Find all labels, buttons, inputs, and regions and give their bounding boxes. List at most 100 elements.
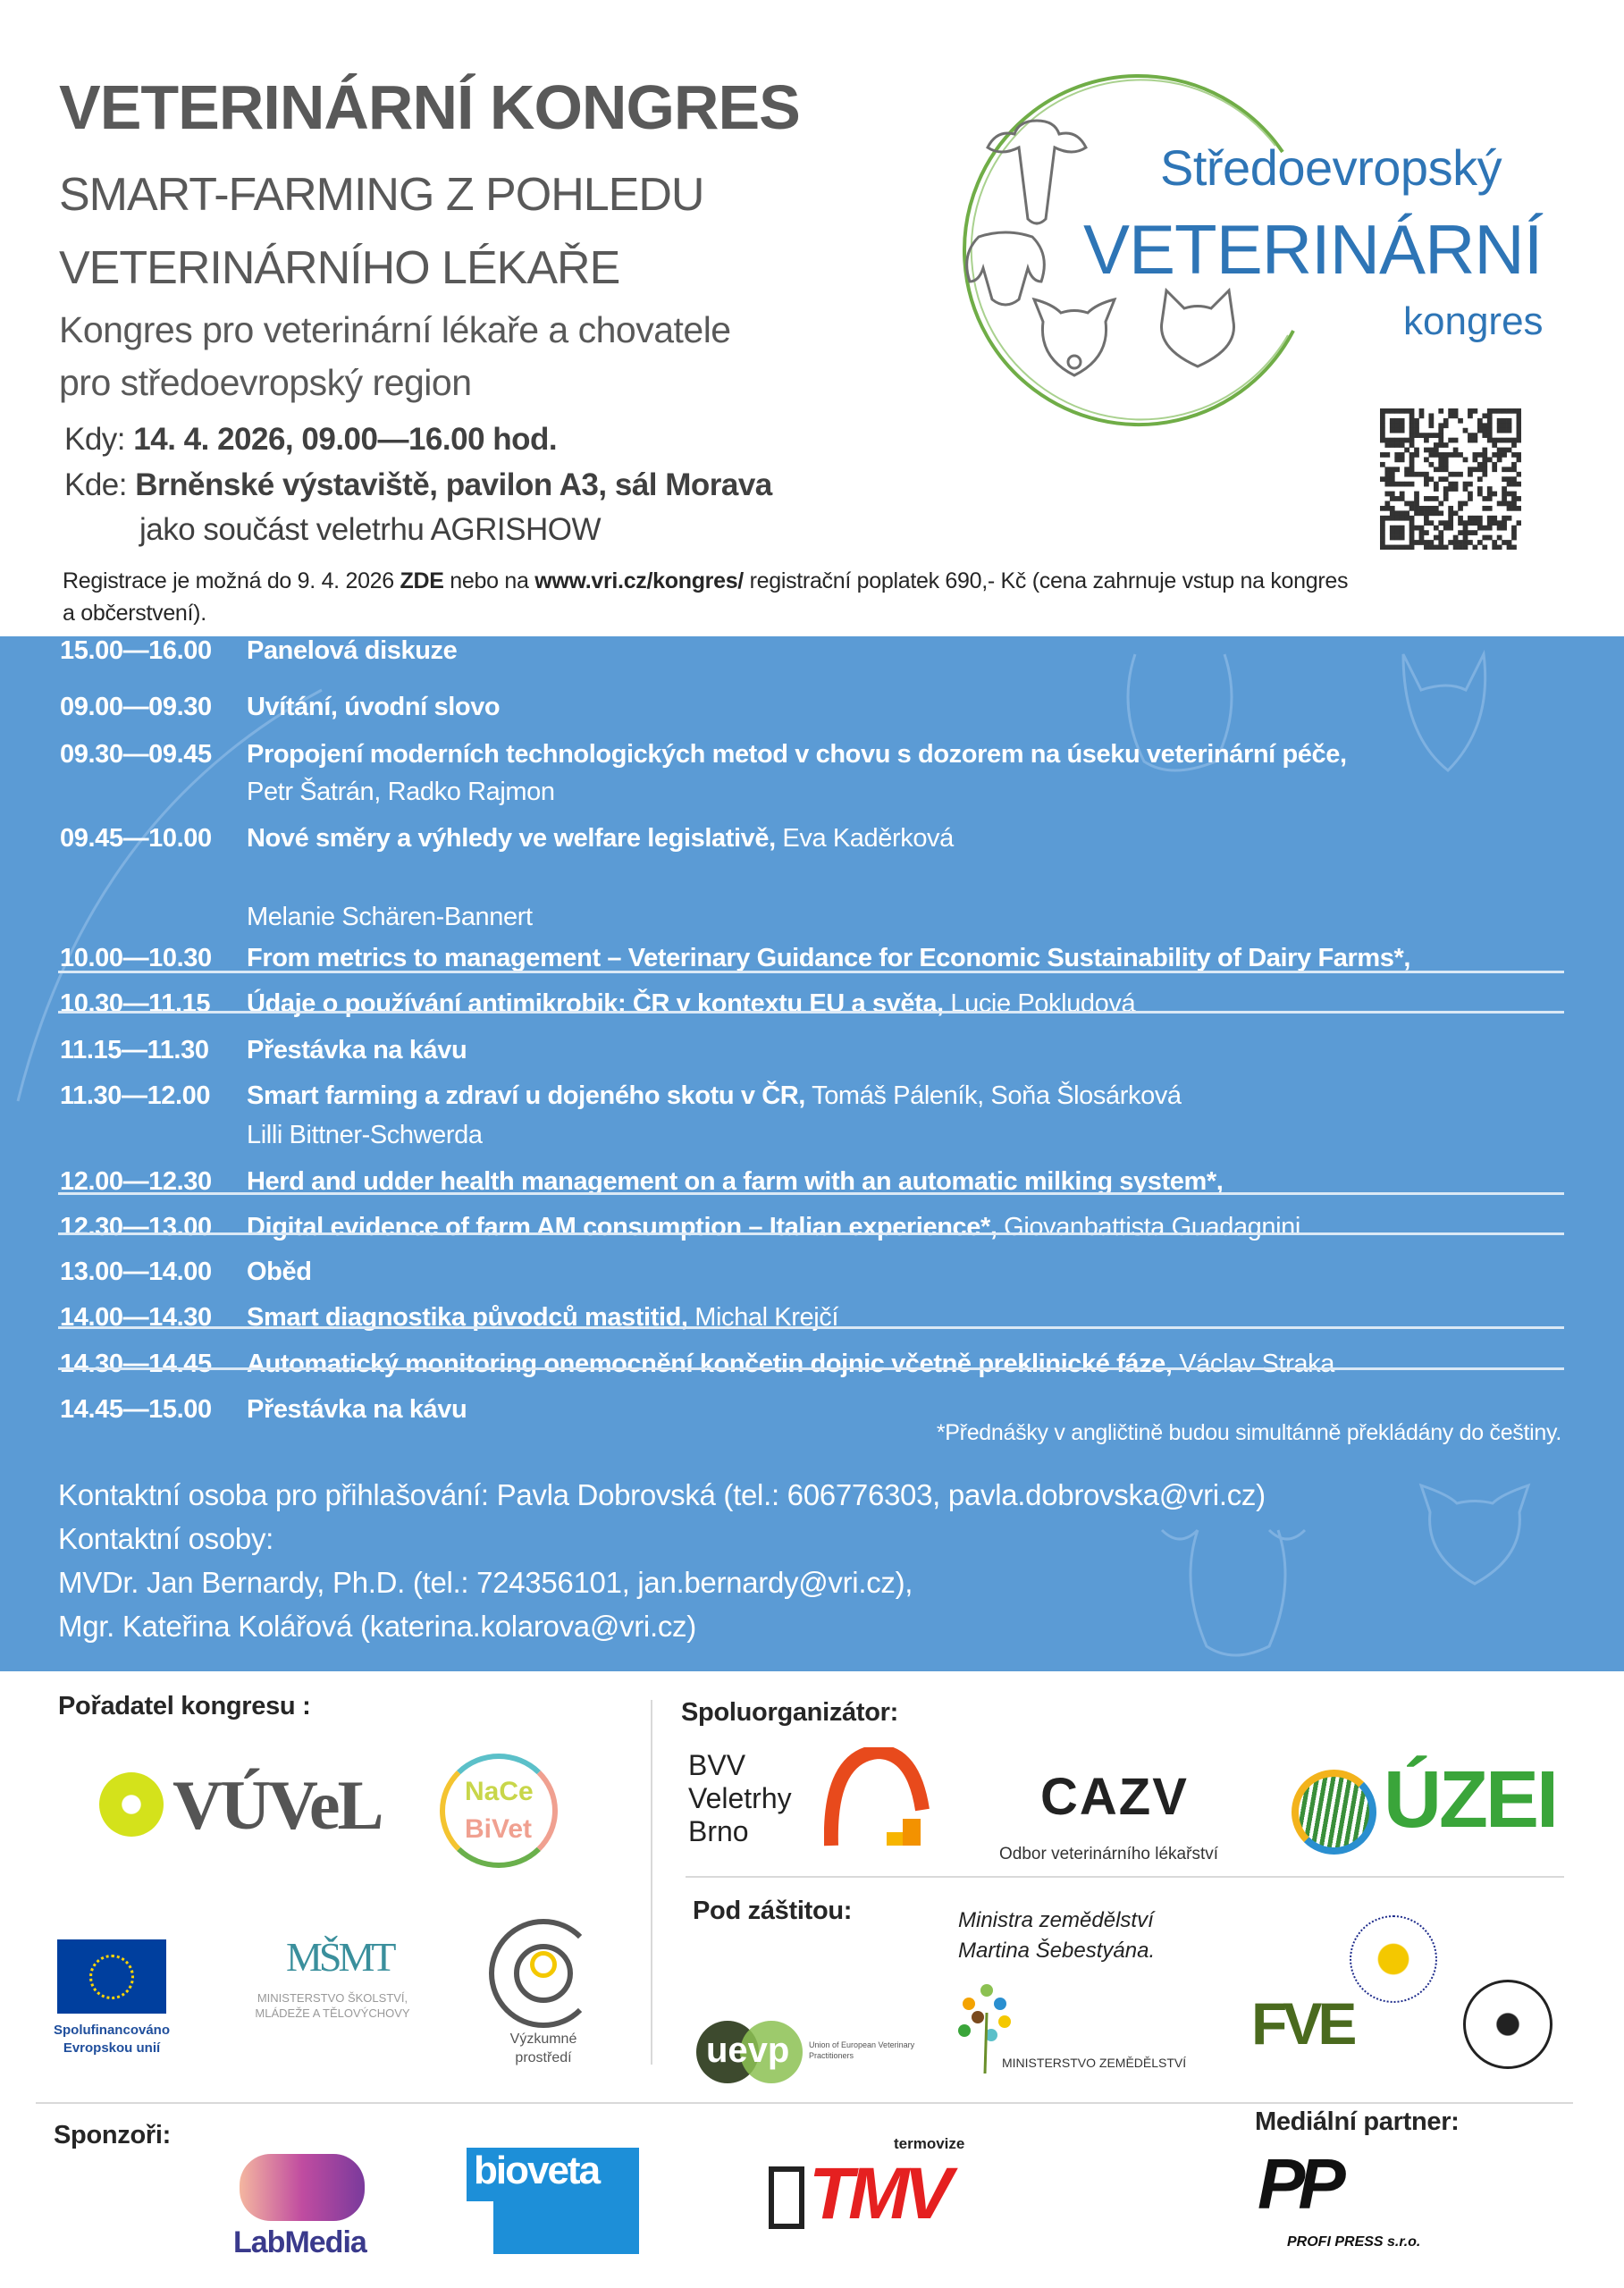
program-time: 11.30—12.00 bbox=[60, 1081, 211, 1110]
bvv-logo: BVV Veletrhy Brno bbox=[688, 1749, 792, 1848]
patronage-heading: Pod záštitou: bbox=[693, 1897, 853, 1925]
when-info: Kdy: 14. 4. 2026, 09.00—16.00 hod. bbox=[64, 422, 558, 458]
program-item: 09.00—09.30 Uvítání, úvodní slovo bbox=[60, 693, 501, 722]
minister-patronage: Ministra zemědělství Martina Šebestyána. bbox=[958, 1905, 1155, 1966]
program-time: 15.00—16.00 bbox=[60, 636, 212, 665]
organizer-heading: Pořadatel kongresu : bbox=[58, 1692, 311, 1720]
program-title: Smart farming a zdraví u dojeného skotu … bbox=[247, 1081, 805, 1110]
program-time: 12.30—13.00 bbox=[60, 1213, 212, 1241]
media-partner-heading: Mediální partner: bbox=[1255, 2107, 1460, 2136]
uevp-logo: uevp bbox=[706, 2031, 790, 2070]
bioveta-text: bioveta bbox=[474, 2149, 601, 2192]
zde-link[interactable]: ZDE bbox=[400, 568, 444, 593]
qr-code[interactable] bbox=[1380, 408, 1521, 550]
program-title: Údaje o používání antimikrobik: ČR v kon… bbox=[247, 989, 944, 1018]
program-title: Přestávka na kávu bbox=[247, 1036, 467, 1064]
program-item: 09.30—09.45 Propojení moderních technolog… bbox=[60, 740, 1347, 770]
program-title: Propojení moderních technologických meto… bbox=[247, 740, 1347, 769]
program-speaker-line: Melanie Schären-Bannert bbox=[247, 903, 533, 931]
reg-text: registrační poplatek 690,- Kč (cena zahr… bbox=[743, 568, 1349, 593]
lead-line-2: pro středoevropský region bbox=[59, 362, 472, 403]
pig-icon bbox=[1031, 297, 1117, 377]
cazv-logo: CAZV bbox=[1040, 1768, 1189, 1826]
logo-line-3: kongres bbox=[1403, 299, 1544, 343]
msmt-text: MINISTERSTVO ŠKOLSTVÍ, MLÁDEŽE A TĚLOVÝC… bbox=[255, 1991, 410, 2020]
registration-line-1: Registrace je možná do 9. 4. 2026 ZDE ne… bbox=[63, 568, 1349, 594]
program-title: Digital evidence of farm AM consumption … bbox=[247, 1213, 997, 1241]
program-time: 14.30—14.45 bbox=[60, 1350, 212, 1378]
logo-line-1: Středoevropský bbox=[1160, 139, 1502, 196]
lead-line-1: Kongres pro veterinární lékaře a chovate… bbox=[59, 309, 731, 350]
program-item: 14.45—15.00 Přestávka na kávu bbox=[60, 1395, 467, 1425]
profipress-logo-icon: PP bbox=[1258, 2144, 1346, 2224]
program-title: From metrics to management – Veterinary … bbox=[247, 944, 1411, 972]
minister-line: Ministra zemědělství bbox=[958, 1908, 1154, 1932]
program-time: 11.15—11.30 bbox=[60, 1036, 209, 1064]
program-time: 13.00—14.00 bbox=[60, 1258, 212, 1286]
program-section: 09.00—09.30 Uvítání, úvodní slovo 09.30—09… bbox=[0, 636, 1624, 1671]
program-title: Herd and udder health management on a fa… bbox=[247, 1167, 1224, 1196]
program-title: Uvítání, úvodní slovo bbox=[247, 693, 501, 721]
bvv-arc-icon bbox=[824, 1747, 930, 1846]
program-time: 14.45—15.00 bbox=[60, 1395, 212, 1424]
msmt-logo: MŠMT bbox=[286, 1934, 397, 1980]
animal-watermark-icon bbox=[16, 649, 1531, 1657]
program-separator bbox=[58, 1192, 1564, 1195]
page-title: VETERINÁRNÍ KONGRES bbox=[59, 72, 801, 142]
registration-url-link[interactable]: www.vri.cz/kongres/ bbox=[534, 568, 744, 593]
when-value: 14. 4. 2026, 09.00—16.00 hod. bbox=[133, 422, 558, 457]
program-speaker-line: Petr Šatrán, Radko Rajmon bbox=[247, 778, 555, 806]
when-label: Kdy: bbox=[64, 422, 126, 457]
czech-vet-chamber-logo bbox=[1350, 1915, 1437, 2003]
uzei-logo: ÚZEI bbox=[1384, 1755, 1559, 1845]
program-title: Přestávka na kávu bbox=[247, 1395, 467, 1424]
program-separator bbox=[58, 1367, 1564, 1370]
program-item: 10.00—10.30 From metrics to management – … bbox=[60, 944, 1410, 973]
program-speaker: Václav Straka bbox=[1172, 1350, 1334, 1378]
program-item: 11.30—12.00 Smart farming a zdraví u doje… bbox=[60, 1081, 1182, 1111]
program-separator bbox=[58, 971, 1564, 973]
contact-kolarova: Mgr. Kateřina Kolářová (katerina.kolarov… bbox=[58, 1610, 696, 1643]
profipress-logo: PROFI PRESS s.r.o. bbox=[1287, 2234, 1421, 2250]
program-item: 11.15—11.30 Přestávka na kávu bbox=[60, 1036, 467, 1065]
divider bbox=[36, 2102, 1573, 2104]
bvv-line: Veletrhy bbox=[688, 1782, 792, 1814]
contact-heading: Kontaktní osoby: bbox=[58, 1522, 274, 1555]
slovak-vet-chamber-logo bbox=[1463, 1980, 1552, 2069]
contact-bernardy: MVDr. Jan Bernardy, Ph.D. (tel.: 7243561… bbox=[58, 1566, 913, 1599]
eu-flag-icon bbox=[57, 1939, 166, 2014]
program-speaker: Lucie Pokludová bbox=[943, 989, 1136, 1018]
program-item: 14.30—14.45 Automatický monitoring onemoc… bbox=[60, 1350, 1334, 1379]
contact-registration: Kontaktní osoba pro přihlašování: Pavla … bbox=[58, 1478, 1266, 1511]
congress-logo-ring bbox=[963, 74, 1295, 426]
labmedia-logo: LabMedia bbox=[233, 2225, 367, 2259]
coorganizer-heading: Spoluorganizátor: bbox=[681, 1698, 899, 1727]
tmv-logo-icon bbox=[769, 2166, 804, 2229]
program-title: Automatický monitoring onemocnění končet… bbox=[247, 1350, 1173, 1378]
subtitle-line-1: SMART-FARMING Z POHLEDU bbox=[59, 169, 704, 221]
program-item: 12.30—13.00 Digital evidence of farm AM c… bbox=[60, 1213, 1300, 1242]
nace-text: NaCe bbox=[465, 1777, 534, 1806]
eu-text: Spolufinancováno Evropskou unií bbox=[53, 2023, 170, 2056]
logo-line-2: VETERINÁRNÍ bbox=[1083, 210, 1543, 289]
program-time: 09.00—09.30 bbox=[60, 693, 212, 721]
program-separator bbox=[58, 1011, 1564, 1014]
program-title: Nové směry a výhledy ve welfare legislat… bbox=[247, 824, 776, 853]
cow-icon bbox=[986, 119, 1088, 225]
program-title: Oběd bbox=[247, 1258, 312, 1286]
fve-logo: FVE bbox=[1251, 1990, 1357, 2057]
uzei-logo-icon bbox=[1292, 1770, 1376, 1855]
program-item: 10.30—11.15 Údaje o používání antimikrobi… bbox=[60, 989, 1136, 1019]
subtitle-line-2: VETERINÁRNÍHO LÉKAŘE bbox=[59, 242, 620, 294]
program-time: 12.00—12.30 bbox=[60, 1167, 212, 1196]
uevp-text: Union of European Veterinary Practitione… bbox=[809, 2040, 915, 2060]
nace-bivet-logo bbox=[440, 1754, 558, 1868]
reg-text: Registrace je možná do 9. 4. 2026 bbox=[63, 568, 400, 593]
vuvel-logo-icon bbox=[99, 1772, 164, 1837]
where-label: Kde: bbox=[64, 467, 128, 502]
tmv-logo: TMV bbox=[809, 2153, 953, 2234]
where-value: Brněnské výstaviště, pavilon A3, sál Mor… bbox=[135, 467, 772, 502]
program-item: 12.00—12.30 Herd and udder health managem… bbox=[60, 1167, 1224, 1197]
vyzkumne-prostredi-logo bbox=[489, 1919, 598, 2028]
program-time: 09.45—10.00 bbox=[60, 824, 212, 853]
